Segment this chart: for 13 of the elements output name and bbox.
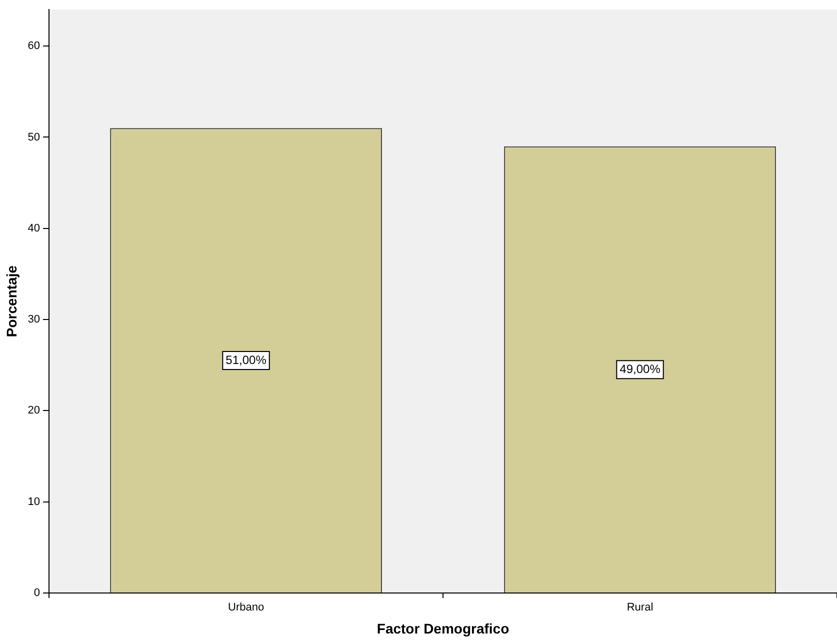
data-label: 49,00% bbox=[620, 362, 661, 376]
x-axis-title: Factor Demografico bbox=[376, 620, 510, 636]
y-tick-label: 10 bbox=[28, 496, 40, 508]
x-tick-label: Urbano bbox=[228, 602, 264, 614]
y-axis-title: Porcentaje bbox=[3, 265, 20, 338]
y-tick-label: 40 bbox=[28, 222, 40, 234]
x-tick-label: Rural bbox=[626, 602, 654, 614]
y-tick-label: 20 bbox=[28, 404, 40, 417]
data-label: 51,00% bbox=[226, 352, 267, 367]
y-tick-label: 50 bbox=[28, 131, 40, 144]
y-tick-label: 30 bbox=[28, 314, 40, 326]
y-tick-label: 60 bbox=[28, 40, 40, 52]
y-tick-label: 0 bbox=[34, 587, 40, 600]
